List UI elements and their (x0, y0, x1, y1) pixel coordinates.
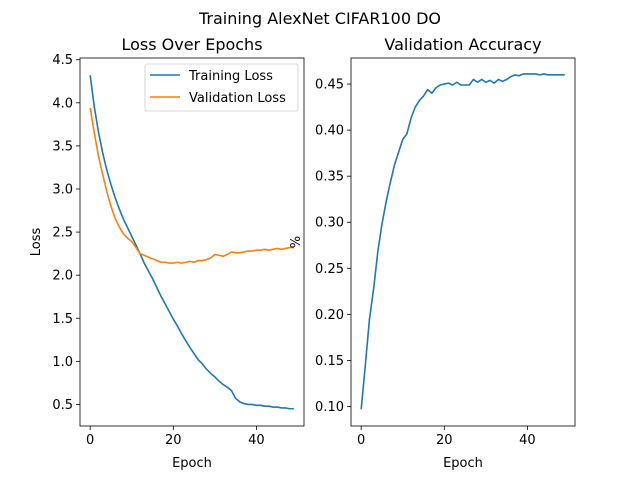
y-tick-label: 0.15 (315, 354, 344, 369)
accuracy-chart: Validation Accuracy 0 20 40 0.100.150.200.… (289, 35, 576, 471)
loss-x-axis-label: Epoch (172, 456, 212, 471)
y-tick-label: 4.5 (52, 53, 73, 68)
validation-loss-line (89, 107, 294, 264)
accuracy-series-group (360, 73, 565, 410)
accuracy-x-axis-label: Epoch (443, 456, 483, 471)
loss-plot-frame (79, 57, 305, 427)
loss-legend: Training Loss Validation Loss (144, 63, 299, 112)
figure-title: Training AlexNet CIFAR100 DO (198, 9, 441, 28)
training-loss-line (89, 75, 294, 410)
y-tick-label: 2.0 (52, 269, 73, 284)
accuracy-x-ticks: 0 20 40 (357, 426, 536, 448)
x-tick-label: 20 (165, 433, 182, 448)
accuracy-line (360, 73, 565, 410)
y-tick-label: 0.10 (315, 400, 344, 415)
y-tick-label: 2.5 (52, 226, 73, 241)
accuracy-chart-title: Validation Accuracy (384, 35, 541, 54)
y-tick-label: 0.30 (315, 216, 344, 231)
x-tick-label: 40 (519, 433, 536, 448)
y-tick-label: 4.0 (52, 96, 73, 111)
y-tick-label: 0.25 (315, 262, 344, 277)
loss-y-axis-label: Loss (29, 228, 44, 257)
y-tick-label: 0.35 (315, 170, 344, 185)
legend-training-label: Training Loss (188, 69, 273, 84)
y-tick-label: 1.0 (52, 355, 73, 370)
loss-series-group (89, 75, 294, 410)
y-tick-label: 3.0 (52, 182, 73, 197)
legend-validation-label: Validation Loss (189, 91, 286, 106)
x-tick-label: 40 (248, 433, 265, 448)
x-tick-label: 0 (357, 433, 365, 448)
y-tick-label: 0.5 (52, 398, 73, 413)
x-tick-label: 20 (436, 433, 453, 448)
loss-x-ticks: 0 20 40 (86, 426, 265, 448)
y-tick-label: 0.20 (315, 308, 344, 323)
loss-y-ticks: 0.5 1.0 1.5 2.0 2.5 3.0 3.5 4.0 4.5 (52, 53, 80, 413)
accuracy-y-axis-label: % (289, 236, 304, 248)
accuracy-plot-frame (350, 57, 576, 427)
loss-chart: Loss Over Epochs 0 20 40 0.5 1.0 1.5 2.0 2.5 3.… (29, 35, 305, 471)
y-tick-label: 1.5 (52, 312, 73, 327)
y-tick-label: 0.40 (315, 124, 344, 139)
x-tick-label: 0 (86, 433, 94, 448)
loss-legend-box (144, 63, 299, 112)
y-tick-label: 0.45 (315, 78, 344, 93)
accuracy-y-ticks: 0.10 0.15 0.20 0.25 0.30 0.35 0.40 0.45 (315, 78, 351, 415)
y-tick-label: 3.5 (52, 139, 73, 154)
loss-chart-title: Loss Over Epochs (121, 35, 262, 54)
